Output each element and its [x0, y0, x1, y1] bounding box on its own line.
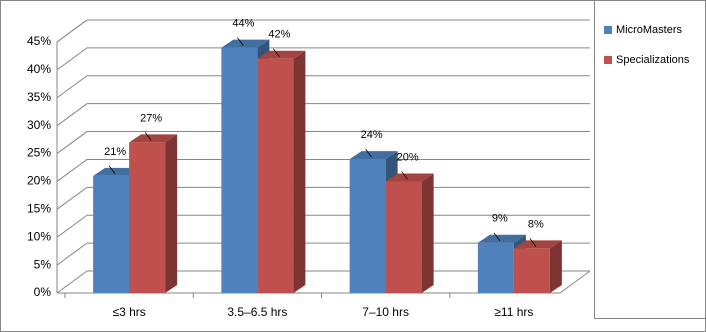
- bar-top: [477, 234, 526, 243]
- bar-top: [129, 134, 178, 143]
- y-tick-label: 45%: [27, 34, 51, 48]
- y-tick-label: 35%: [27, 90, 51, 104]
- legend-swatch: [604, 26, 612, 34]
- x-tick-label: 7–10 hrs: [362, 305, 409, 319]
- leader-line: [144, 132, 152, 141]
- y-tick-label: 20%: [27, 174, 51, 188]
- bar-top: [513, 240, 562, 249]
- data-label: 42%: [268, 29, 290, 41]
- leader-line: [273, 48, 280, 57]
- grid-line: [56, 19, 590, 43]
- bar-top: [385, 173, 434, 182]
- bar: [513, 248, 550, 293]
- grid-line: [56, 75, 590, 99]
- bar-top: [349, 151, 398, 160]
- x-tick-label: ≤3 hrs: [112, 305, 145, 319]
- data-label: 20%: [397, 151, 419, 163]
- bar-side: [421, 173, 434, 293]
- data-label: 9%: [492, 213, 508, 225]
- bar: [257, 58, 294, 293]
- bar: [349, 159, 386, 293]
- bar: [93, 175, 130, 293]
- bar-side: [293, 50, 306, 293]
- legend-label: MicroMasters: [616, 24, 683, 36]
- bar: [221, 47, 258, 294]
- bar: [129, 142, 166, 293]
- y-tick-label: 30%: [27, 118, 51, 132]
- bar-top: [221, 39, 270, 48]
- data-label: 24%: [361, 129, 383, 141]
- bar-side: [165, 134, 178, 293]
- bar: [477, 242, 514, 293]
- legend-box: [594, 0, 706, 319]
- bar-side: [549, 240, 562, 293]
- leader-line: [108, 165, 116, 175]
- data-label: 8%: [528, 218, 544, 230]
- y-tick-label: 5%: [34, 257, 52, 271]
- bar-top: [257, 50, 306, 59]
- leader-line: [493, 232, 501, 242]
- bar: [385, 181, 422, 293]
- grid-line: [56, 103, 590, 127]
- y-tick-label: 0%: [34, 285, 52, 299]
- data-label: 44%: [232, 17, 254, 29]
- y-tick-label: 40%: [27, 62, 51, 76]
- grid-line: [56, 158, 590, 182]
- y-tick-label: 10%: [27, 229, 51, 243]
- y-tick-label: 15%: [27, 202, 51, 216]
- legend-swatch: [604, 56, 612, 64]
- data-label: 27%: [140, 112, 162, 124]
- grid-line: [56, 47, 590, 71]
- leader-line: [529, 238, 537, 247]
- x-tick-label: ≥11 hrs: [494, 305, 533, 319]
- x-tick-label: 3.5–6.5 hrs: [227, 305, 287, 319]
- leader-line: [365, 148, 372, 158]
- leader-line: [237, 37, 244, 46]
- data-label: 21%: [104, 146, 126, 158]
- y-tick-label: 25%: [27, 146, 51, 160]
- legend-label: Specializations: [616, 54, 690, 66]
- leader-line: [401, 171, 408, 180]
- grid-line: [56, 131, 590, 154]
